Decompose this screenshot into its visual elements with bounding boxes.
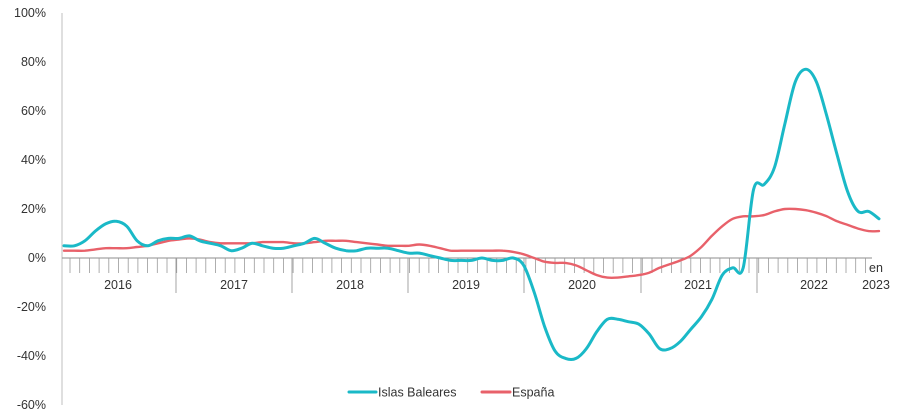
y-tick-label: 40%: [21, 153, 46, 167]
x-tick-label-en: en: [869, 261, 883, 275]
x-tick-label: 2017: [220, 278, 248, 292]
x-tick-label: 2018: [336, 278, 364, 292]
x-axis-ticks: [69, 258, 866, 293]
series-line-islas-baleares: [62, 67, 881, 362]
x-tick-label: 2021: [684, 278, 712, 292]
legend-label: España: [512, 386, 554, 400]
x-tick-label: 2022: [800, 278, 828, 292]
legend-label: Islas Baleares: [378, 386, 457, 400]
x-tick-label: 2020: [568, 278, 596, 292]
legend: Islas Baleares España: [347, 386, 554, 400]
y-tick-label: -40%: [17, 349, 46, 363]
x-tick-label-2023: 2023: [862, 278, 890, 292]
y-tick-label: -60%: [17, 398, 46, 410]
x-axis-labels: 2016 2017 2018 2019 2020 2021 2022 en 2023: [104, 261, 890, 292]
y-tick-label: -20%: [17, 300, 46, 314]
y-tick-label: 0%: [28, 251, 46, 265]
x-tick-label: 2016: [104, 278, 132, 292]
y-tick-label: 20%: [21, 202, 46, 216]
y-axis-labels: -60% -40% -20% 0% 20% 40% 60% 80% 100%: [14, 6, 46, 410]
y-tick-label: 60%: [21, 104, 46, 118]
y-tick-label: 80%: [21, 55, 46, 69]
series-lines: [62, 67, 881, 362]
y-tick-label: 100%: [14, 6, 46, 20]
x-tick-label: 2019: [452, 278, 480, 292]
